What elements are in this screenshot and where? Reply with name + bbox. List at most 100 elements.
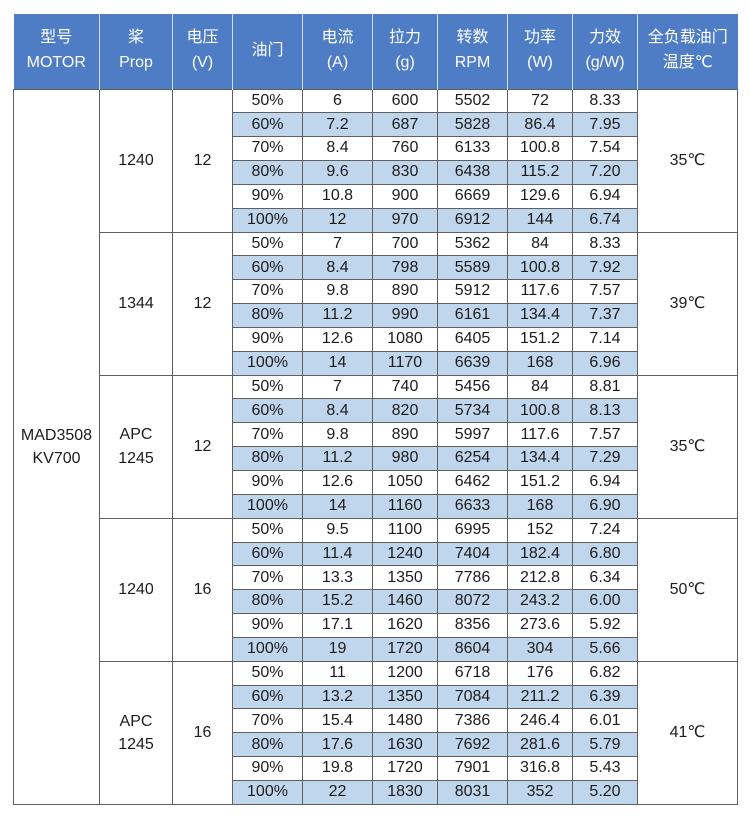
table-row: 70% 15.4 1480 7386 246.4 6.01	[14, 708, 738, 734]
rpm-cell: 6639	[437, 350, 508, 376]
throttle-cell: 100%	[232, 350, 303, 376]
header-label: (W)	[527, 54, 553, 72]
efficiency-cell: 8.81	[572, 374, 638, 400]
current-cell: 10.8	[302, 183, 373, 209]
current-cell: 8.4	[302, 255, 373, 281]
rpm-cell: 7786	[437, 565, 508, 591]
header-label: (A)	[326, 54, 349, 72]
rpm-cell: 7901	[437, 756, 508, 781]
rpm-cell: 5734	[437, 398, 508, 424]
header-label: 油门	[251, 41, 284, 59]
thrust-cell: 970	[372, 207, 438, 233]
thrust-cell: 1100	[372, 517, 438, 543]
header-label: 温度℃	[662, 54, 713, 72]
voltage-cell: 16	[172, 517, 233, 662]
header-label: 电流	[321, 29, 354, 47]
thrust-cell: 830	[372, 160, 438, 185]
table-row: 80% 9.6 830 6438 115.2 7.20	[14, 160, 738, 185]
throttle-cell: 90%	[232, 326, 303, 352]
temp-cell-line: 35℃	[669, 438, 706, 456]
efficiency-cell: 7.57	[572, 422, 638, 448]
thrust-cell: 1200	[372, 660, 438, 686]
table-row: APC 1245 16 50% 11 1200 6718 176 6.82 41℃	[14, 660, 738, 806]
power-cell: 168	[507, 493, 573, 519]
power-cell: 134.4	[507, 303, 573, 328]
rpm-cell: 6718	[437, 660, 508, 686]
thrust-cell: 1350	[372, 565, 438, 591]
current-cell: 9.8	[302, 422, 373, 448]
col-header-prop: 桨 Prop	[99, 14, 173, 89]
prop-cell-line: APC	[119, 426, 153, 444]
rpm-cell: 6669	[437, 183, 508, 209]
rpm-cell: 7692	[437, 732, 508, 758]
power-cell: 182.4	[507, 541, 573, 567]
prop-cell: APC 1245	[99, 374, 173, 519]
power-cell: 304	[507, 636, 573, 662]
throttle-cell: 60%	[232, 255, 303, 281]
efficiency-cell: 5.66	[572, 636, 638, 662]
efficiency-cell: 7.57	[572, 279, 638, 305]
current-cell: 6	[302, 88, 373, 114]
prop-cell-line: 1245	[118, 449, 154, 467]
thrust-cell: 1720	[372, 636, 438, 662]
power-cell: 151.2	[507, 326, 573, 352]
efficiency-cell: 6.94	[572, 470, 638, 495]
power-cell: 151.2	[507, 470, 573, 495]
rpm-cell: 7386	[437, 708, 508, 734]
power-cell: 316.8	[507, 756, 573, 781]
col-header-power: 功率 (W)	[507, 14, 573, 89]
efficiency-cell: 6.34	[572, 565, 638, 591]
col-header-current: 电流 (A)	[302, 14, 373, 89]
efficiency-cell: 6.00	[572, 589, 638, 615]
thrust-cell: 890	[372, 279, 438, 305]
header-label: 电压	[186, 29, 219, 47]
table-row: 80% 11.2 990 6161 134.4 7.37	[14, 303, 738, 328]
rpm-cell: 5362	[437, 231, 508, 257]
header-label: RPM	[454, 54, 491, 72]
table-row: 70% 9.8 890 5912 117.6 7.57	[14, 279, 738, 305]
efficiency-cell: 5.92	[572, 613, 638, 638]
rpm-cell: 8356	[437, 613, 508, 638]
current-cell: 12	[302, 207, 373, 233]
rpm-cell: 8072	[437, 589, 508, 615]
current-cell: 14	[302, 350, 373, 376]
table-header: 型号 MOTOR 桨 Prop 电压 (V) 油门 电流 (A)	[13, 14, 738, 89]
table-row: 60% 11.4 1240 7404 182.4 6.80	[14, 541, 738, 567]
efficiency-cell: 8.13	[572, 398, 638, 424]
header-label: Prop	[119, 54, 153, 72]
col-header-temp: 全负载油门 温度℃	[637, 14, 738, 89]
table-row: 60% 13.2 1350 7084 211.2 6.39	[14, 684, 738, 710]
table-row: 60% 8.4 820 5734 100.8 8.13	[14, 398, 738, 424]
power-cell: 129.6	[507, 183, 573, 209]
rpm-cell: 5828	[437, 112, 508, 138]
efficiency-cell: 7.20	[572, 160, 638, 185]
current-cell: 19	[302, 636, 373, 662]
power-cell: 352	[507, 779, 573, 806]
table-row: 80% 17.6 1630 7692 281.6 5.79	[14, 732, 738, 758]
table-row: 60% 7.2 687 5828 86.4 7.95	[14, 112, 738, 138]
current-cell: 7	[302, 374, 373, 400]
header-label: (g)	[395, 54, 415, 72]
efficiency-cell: 7.95	[572, 112, 638, 138]
throttle-cell: 70%	[232, 279, 303, 305]
power-cell: 84	[507, 231, 573, 257]
current-cell: 8.4	[302, 136, 373, 162]
table-row: 80% 15.2 1460 8072 243.2 6.00	[14, 589, 738, 615]
current-cell: 17.1	[302, 613, 373, 638]
throttle-cell: 60%	[232, 541, 303, 567]
header-label: (V)	[191, 54, 214, 72]
rpm-cell: 8604	[437, 636, 508, 662]
power-cell: 243.2	[507, 589, 573, 615]
rpm-cell: 6133	[437, 136, 508, 162]
voltage-cell: 12	[172, 88, 233, 233]
header-label: MOTOR	[26, 54, 86, 72]
power-cell: 168	[507, 350, 573, 376]
power-cell: 100.8	[507, 398, 573, 424]
efficiency-cell: 6.96	[572, 350, 638, 376]
throttle-cell: 60%	[232, 684, 303, 710]
current-cell: 9.8	[302, 279, 373, 305]
efficiency-cell: 7.14	[572, 326, 638, 352]
thrust-cell: 1480	[372, 708, 438, 734]
table-row: 90% 12.6 1080 6405 151.2 7.14	[14, 326, 738, 352]
thrust-cell: 687	[372, 112, 438, 138]
